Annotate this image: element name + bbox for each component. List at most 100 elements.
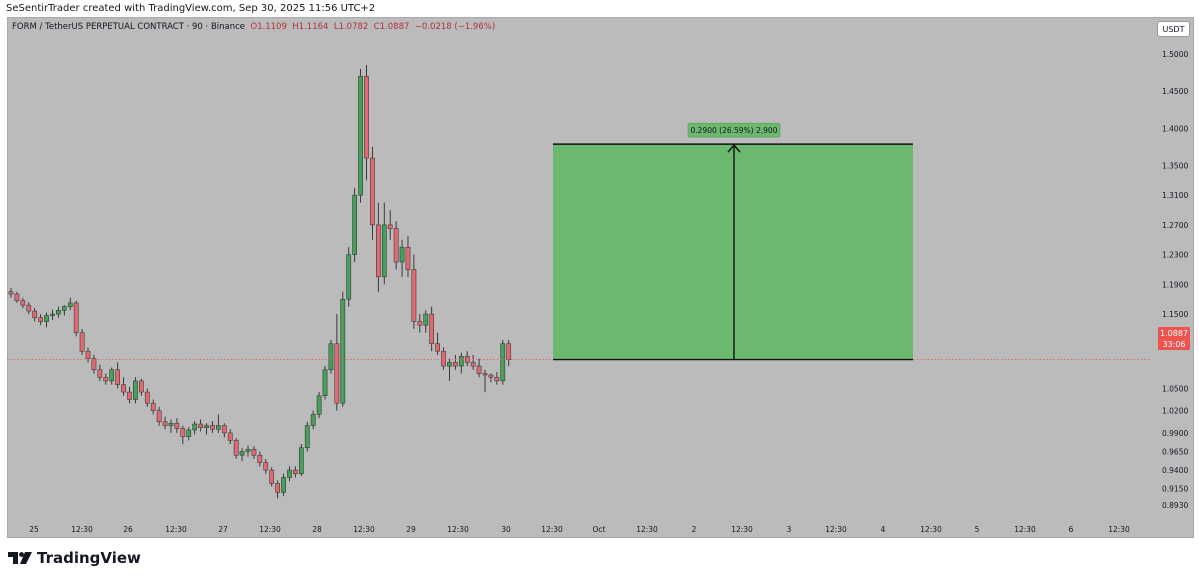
candle-body [174, 423, 180, 429]
candle-body [293, 469, 298, 475]
price-range-measure[interactable]: 0.2900 (26.59%) 2,900 [553, 122, 913, 361]
candle-body [328, 343, 334, 371]
candle-body [186, 429, 192, 437]
candle-body [20, 300, 26, 306]
candle-body [334, 343, 340, 404]
last-price-tag: 1.0887 33:06 [1158, 327, 1190, 350]
candle-body [204, 425, 209, 428]
candle-body [8, 291, 14, 295]
candle-body [322, 369, 328, 397]
candle-body [150, 402, 156, 411]
candle-body [304, 425, 310, 449]
candle-body [494, 376, 500, 382]
candle-body [346, 254, 352, 300]
candle-body [257, 454, 263, 463]
measure-arrow-head [727, 144, 741, 153]
tradingview-brand[interactable]: TradingView [8, 549, 141, 567]
candle-body [453, 362, 458, 367]
low-value: L1.0782 [333, 22, 369, 32]
candle-body [79, 332, 85, 352]
candle-body [399, 246, 405, 263]
candle-body [133, 380, 138, 400]
candle-body [61, 306, 67, 311]
symbol-title: FORM / TetherUS PERPETUAL CONTRACT · 90 … [12, 22, 246, 32]
candle-body [488, 374, 494, 378]
candle-body [251, 449, 257, 456]
candle-body [275, 483, 280, 493]
candle-body [56, 310, 61, 315]
candle-body [441, 350, 446, 367]
candle-body [298, 447, 304, 475]
candle-body [482, 373, 488, 376]
candle-body [103, 376, 109, 382]
candle-body [121, 384, 126, 393]
measure-label: 0.2900 (26.59%) 2,900 [691, 126, 778, 135]
candle-body [139, 380, 144, 393]
candle-body [411, 269, 417, 322]
candle-body [287, 469, 292, 478]
candle-body [423, 313, 429, 326]
price-chart[interactable]: 0.2900 (26.59%) 2,900 [7, 17, 1151, 538]
candle-body [470, 362, 476, 367]
measure-label-box [687, 122, 781, 138]
candle-body [85, 350, 91, 359]
candle-body [127, 391, 132, 400]
candle-body [435, 343, 440, 352]
candle-body [393, 228, 399, 263]
close-value: C1.0887 [373, 22, 410, 32]
candle-body [233, 440, 239, 456]
candle-body [429, 313, 435, 345]
candle-body [239, 451, 245, 456]
candle-body [221, 425, 227, 434]
candle-body [358, 76, 363, 196]
candle-body [26, 304, 32, 312]
candle-body [67, 302, 73, 307]
candle-body [352, 194, 357, 255]
candle-body [162, 421, 168, 426]
candle-body [340, 298, 346, 404]
candle-body [506, 343, 512, 360]
candle-body [376, 224, 381, 278]
candle-body [44, 315, 49, 322]
tradingview-logo-icon [8, 552, 32, 564]
candle-body [447, 362, 452, 367]
candle-body [245, 449, 251, 452]
candle-body [227, 432, 233, 441]
candle-body [168, 423, 174, 426]
candle-body [144, 391, 150, 404]
candle-body [310, 414, 316, 426]
last-price-value: 1.0887 [1160, 329, 1188, 338]
candle-body [263, 462, 269, 471]
candle-body [269, 469, 275, 484]
candle-body [198, 423, 203, 428]
candle-body [381, 224, 387, 278]
candle-body [97, 369, 103, 378]
candle-body [405, 246, 411, 270]
candle-body [364, 76, 369, 159]
candle-body [73, 302, 79, 333]
brand-name: TradingView [37, 549, 141, 567]
candle-body [109, 369, 115, 382]
candle-body [458, 356, 464, 367]
open-value: O1.1109 [250, 22, 287, 32]
candle-body [192, 423, 198, 431]
candle-body [417, 321, 423, 326]
currency-button[interactable]: USDT [1157, 21, 1190, 37]
chart-credit: SeSentirTrader created with TradingView.… [6, 3, 376, 14]
candle-body [32, 310, 38, 319]
candle-body [500, 343, 506, 382]
candle-body [216, 425, 221, 430]
candle-body [281, 477, 286, 493]
bar-countdown: 33:06 [1162, 340, 1186, 349]
candle-body [50, 313, 55, 316]
high-value: H1.1164 [292, 22, 329, 32]
symbol-legend: FORM / TetherUS PERPETUAL CONTRACT · 90 … [12, 22, 495, 32]
candles-layer [7, 65, 1151, 499]
candle-body [370, 157, 375, 226]
change-value: −0.0218 (−1.96%) [414, 22, 496, 32]
candle-body [38, 317, 43, 322]
candle-body [14, 293, 20, 301]
candle-body [156, 410, 162, 423]
candle-body [210, 425, 215, 430]
candle-body [91, 358, 97, 371]
